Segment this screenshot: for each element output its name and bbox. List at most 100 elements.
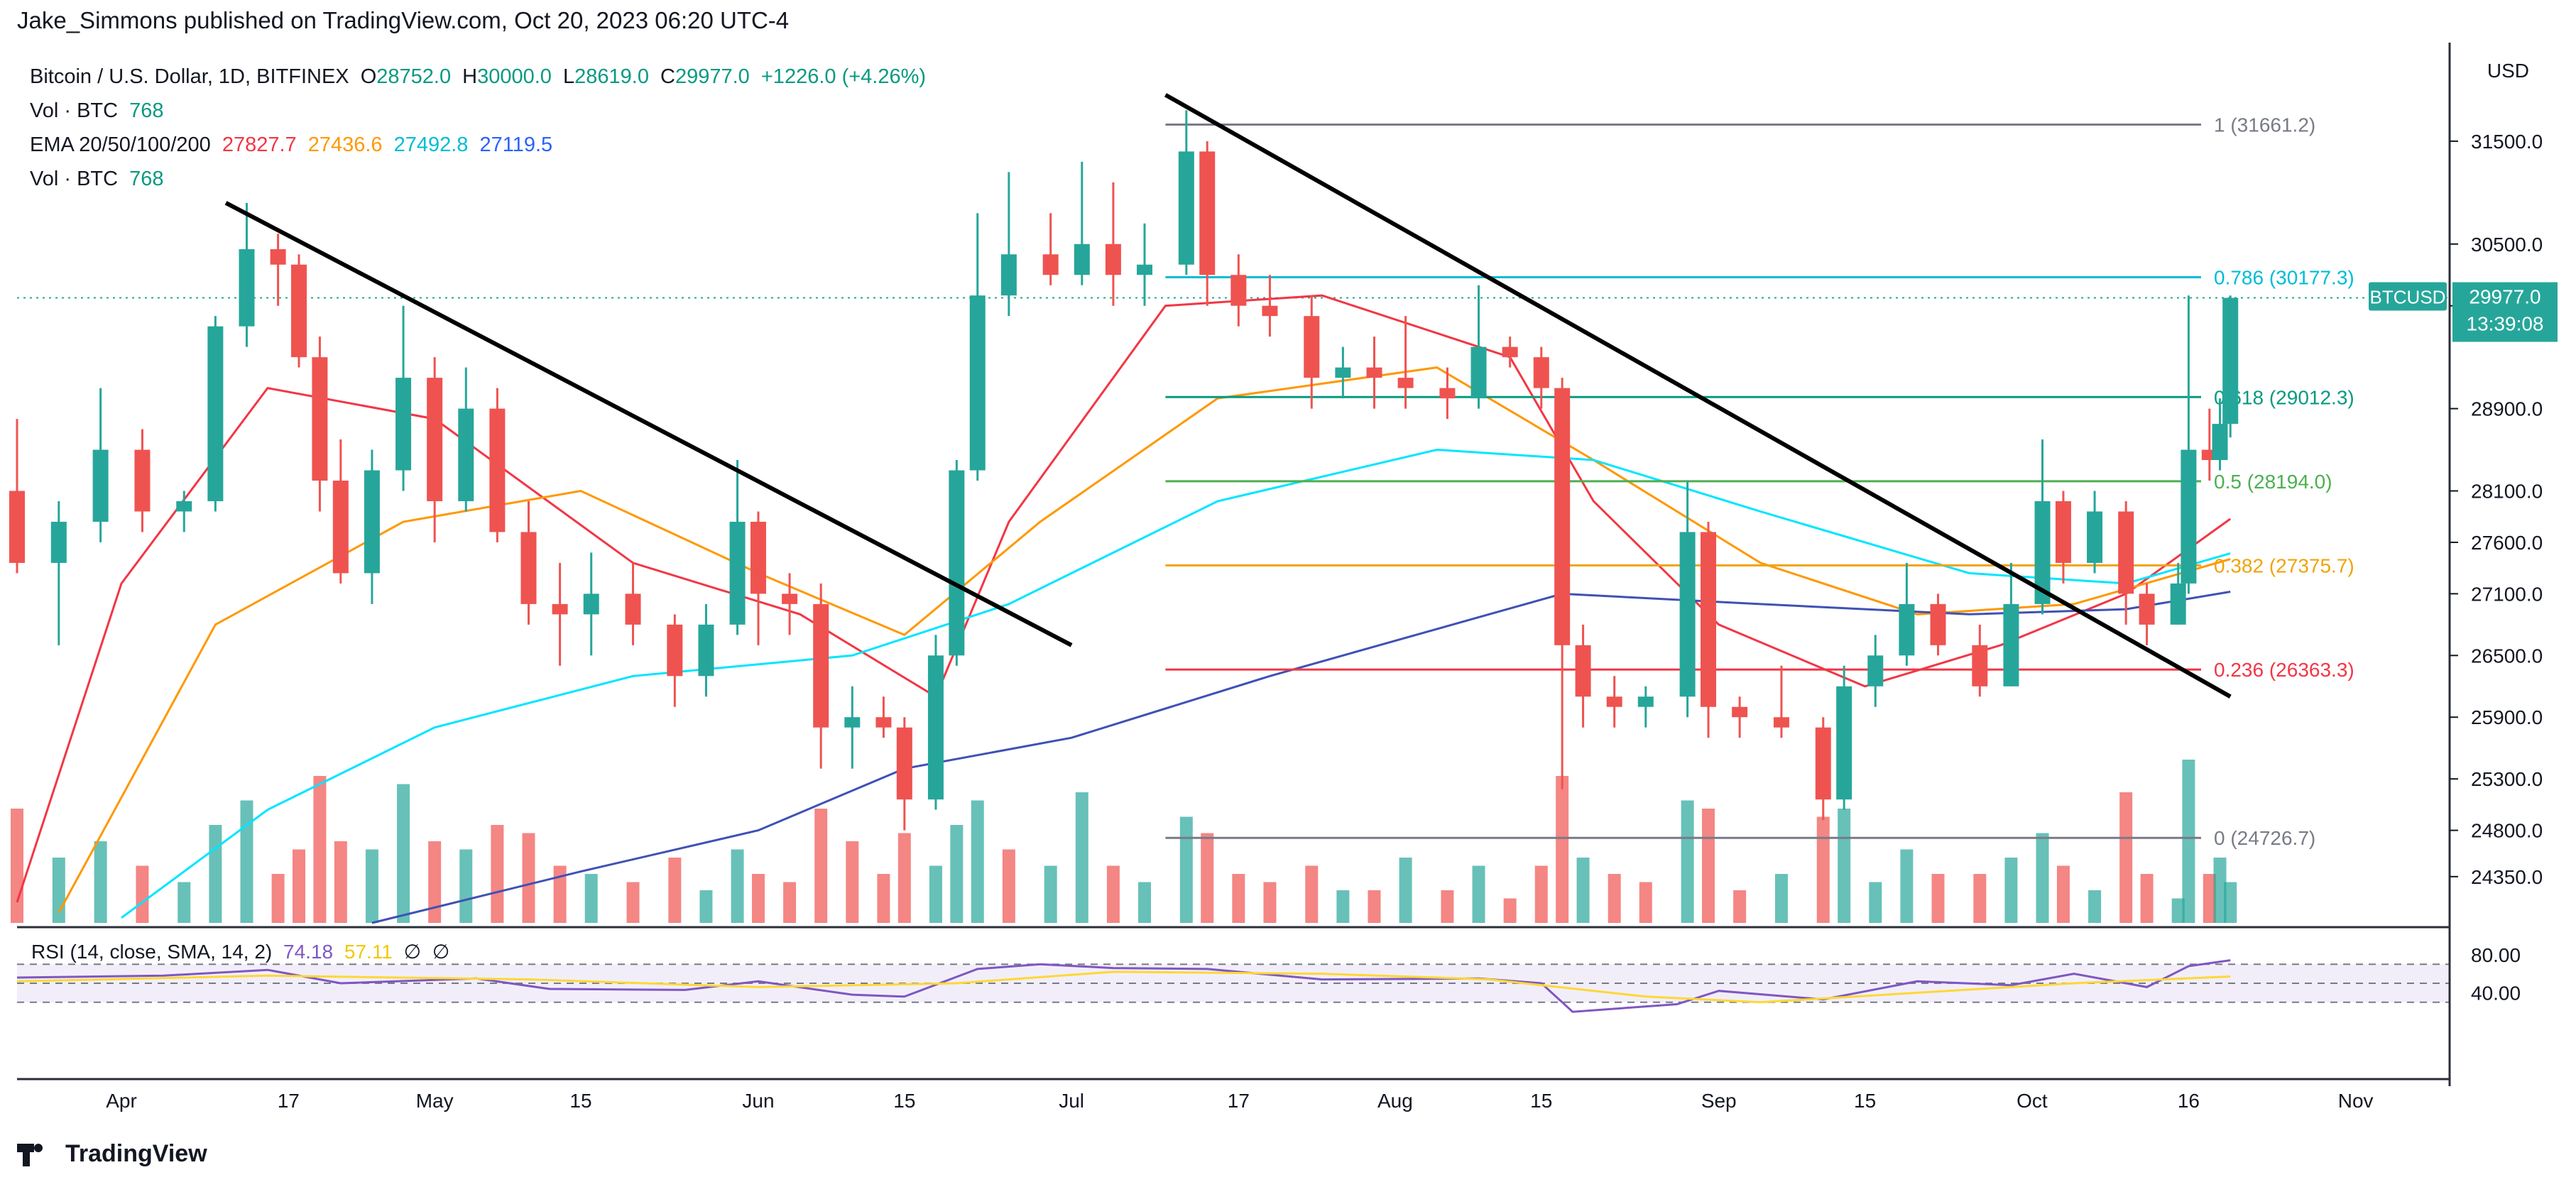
volume-bar [1232, 874, 1245, 923]
candle-body [239, 249, 255, 327]
volume-bar [365, 849, 378, 923]
price-chart[interactable]: 1 (31661.2)0.786 (30177.3)0.618 (29012.3… [0, 0, 2576, 1136]
volume-bar [1838, 809, 1851, 923]
candle-body [2118, 511, 2134, 594]
symbol-title[interactable]: Bitcoin / U.S. Dollar, 1D, BITFINEX [30, 65, 349, 88]
time-tick-label: Jun [742, 1090, 774, 1112]
volume-bar [2056, 865, 2070, 923]
candle-body [583, 594, 599, 615]
candle-body [1899, 603, 1915, 656]
candle-body [552, 603, 568, 615]
time-tick-label: 15 [569, 1090, 591, 1112]
fib-retracement[interactable]: 1 (31661.2)0.786 (30177.3)0.618 (29012.3… [1165, 114, 2354, 850]
volume-bar [1263, 882, 1277, 923]
volume-bar [1138, 882, 1152, 923]
volume-bar [428, 841, 442, 923]
rsi-pane [16, 959, 2450, 1013]
price-tick-label: 27100.0 [2471, 583, 2543, 605]
candle-body [782, 594, 798, 604]
volume-bar [1931, 874, 1945, 923]
volume-bar [2171, 898, 2185, 923]
candle-body [625, 594, 641, 625]
price-tick-label: 24350.0 [2471, 866, 2543, 888]
volume-bar [950, 825, 964, 923]
ohlc-row: Bitcoin / U.S. Dollar, 1D, BITFINEX O287… [30, 65, 927, 88]
symbol-price-tag [2369, 282, 2447, 311]
price-tick-label: 25300.0 [2471, 768, 2543, 790]
current-price-value: 29977.0 [2469, 286, 2540, 308]
candle-body [813, 603, 829, 728]
candle-body [896, 727, 912, 800]
price-tick-label: 30500.0 [2471, 234, 2543, 256]
candle-body [9, 491, 25, 563]
candle-body [458, 408, 474, 501]
currency-label[interactable]: USD [2487, 60, 2529, 82]
volume-bar [459, 849, 473, 923]
time-tick-label: Nov [2338, 1090, 2374, 1112]
volume-bar [1441, 890, 1454, 923]
volume-bar [783, 882, 797, 923]
volume-bar [52, 858, 65, 923]
candle-body [1042, 254, 1059, 275]
price-tick-label: 28900.0 [2471, 398, 2543, 420]
volume-bar [2004, 858, 2018, 923]
tradingview-footer[interactable]: TradingView [17, 1140, 207, 1168]
rsi-line-rsi-sma [16, 970, 2231, 1004]
time-tick-label: Apr [106, 1090, 137, 1112]
time-tick-label: 17 [1228, 1090, 1250, 1112]
time-tick-label: Oct [2016, 1090, 2048, 1112]
volume-bar [1816, 816, 1830, 923]
ema200-value: 27119.5 [479, 133, 553, 156]
close-value: 29977.0 [675, 65, 750, 88]
price-tick-label: 27600.0 [2471, 532, 2543, 554]
rsi-na-2: ∅ [432, 941, 450, 963]
volume-bar [1576, 858, 1590, 923]
time-tick-label: 15 [893, 1090, 915, 1112]
volume-label-2[interactable]: Vol · BTC [30, 168, 119, 190]
candle-body [427, 378, 443, 501]
candle-body [1836, 686, 1852, 800]
ema-line-ema-50 [58, 366, 2231, 914]
low-value: 28619.0 [574, 65, 649, 88]
candle-body [2034, 500, 2051, 604]
candle-body [1815, 727, 1831, 800]
volume-bar [929, 865, 942, 923]
fib-level-label: 0.5 (28194.0) [2214, 471, 2332, 493]
candle-body [291, 264, 307, 358]
candle-body [1867, 655, 1884, 687]
candle-body [1575, 645, 1591, 697]
axes[interactable]: 31500.030500.029900.028900.028100.027600… [17, 43, 2558, 1112]
volume-bar [1973, 874, 1987, 923]
volume-bar [334, 841, 347, 923]
candle-body [1366, 367, 1382, 378]
volume-bar [731, 849, 744, 923]
volume-bar [1201, 833, 1214, 923]
volume-bar [271, 874, 285, 923]
volume-bar [1179, 816, 1193, 923]
volume-bar [240, 800, 253, 923]
volume-bar [2224, 882, 2237, 923]
price-tick-label: 25900.0 [2471, 706, 2543, 728]
current-price-box [2452, 282, 2558, 342]
candle-body [2222, 297, 2239, 425]
volume-bar [2182, 760, 2195, 923]
price-tick-label: 31500.0 [2471, 131, 2543, 153]
candle-body [927, 655, 944, 800]
price-tick-label: 28100.0 [2471, 480, 2543, 502]
candle-body [1000, 254, 1017, 296]
trendlines[interactable] [224, 93, 2232, 699]
candle-body [1335, 367, 1351, 378]
rsi-sma-value: 57.11 [344, 941, 393, 963]
trendline [1164, 93, 2232, 699]
rsi-label[interactable]: RSI (14, close, SMA, 14, 2) [31, 941, 273, 963]
candle-body [1732, 706, 1748, 718]
time-tick-label: 16 [2178, 1090, 2200, 1112]
time-tick-label: 15 [1530, 1090, 1552, 1112]
volume-label[interactable]: Vol · BTC [30, 99, 119, 122]
trendline [224, 201, 1073, 647]
candle-body [1637, 696, 1654, 707]
volume-bar [1556, 776, 1569, 923]
ema-line-ema-200 [371, 591, 2231, 924]
footer-brand: TradingView [65, 1140, 207, 1167]
ema-label[interactable]: EMA 20/50/100/200 [30, 133, 211, 156]
